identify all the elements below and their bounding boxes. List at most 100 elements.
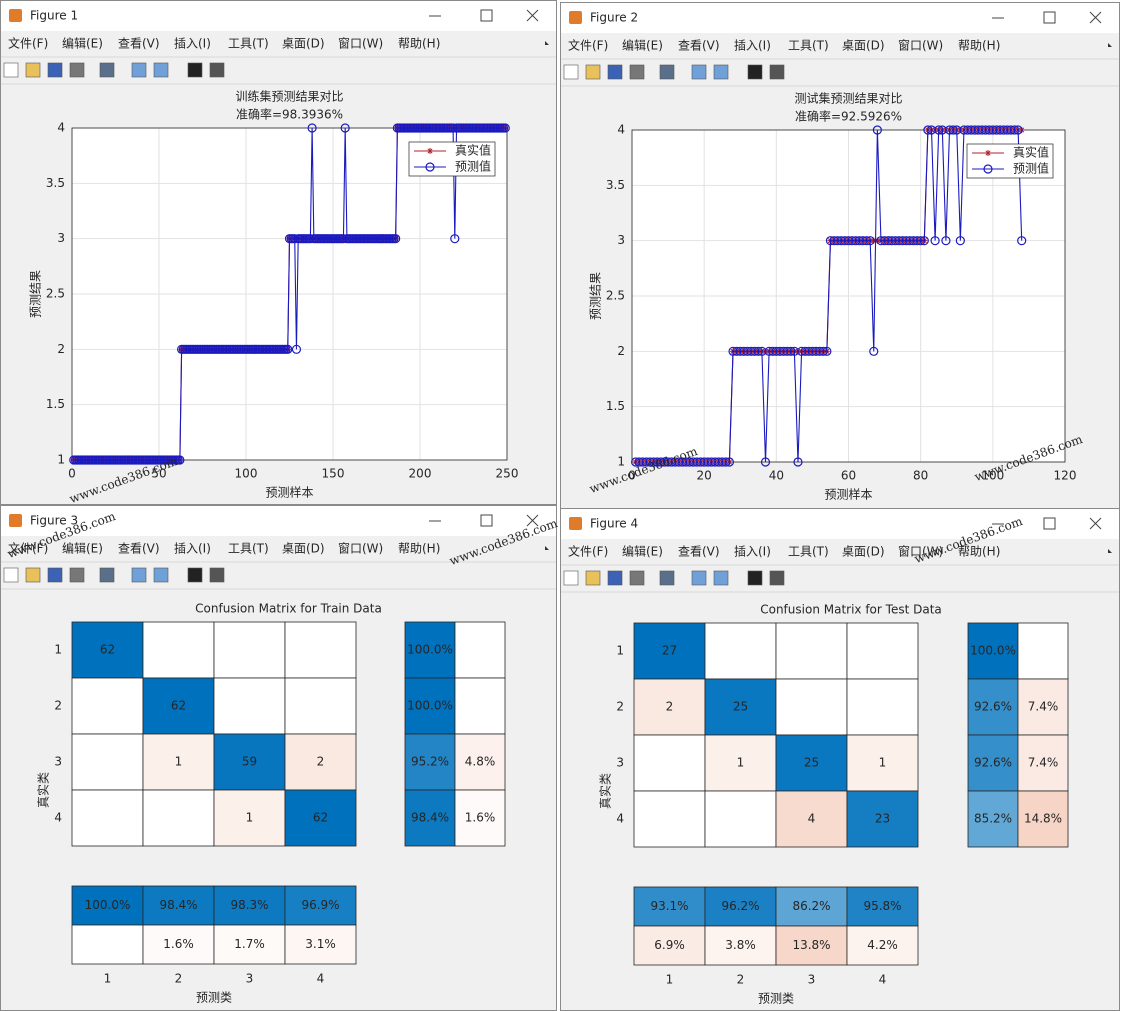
- toolbar-button[interactable]: [47, 567, 63, 583]
- toolbar-button[interactable]: [25, 567, 41, 583]
- toolbar-button[interactable]: [69, 567, 85, 583]
- close-button[interactable]: [1089, 517, 1102, 530]
- toolbar-button[interactable]: [69, 62, 85, 78]
- column-summary-cell-label: 6.9%: [654, 938, 685, 952]
- column-summary-cell-label: 95.8%: [863, 899, 901, 913]
- menu-item[interactable]: 编辑(E): [622, 38, 663, 53]
- toolbar-button[interactable]: [99, 567, 115, 583]
- menu-item[interactable]: 帮助(H): [398, 542, 440, 556]
- maximize-button[interactable]: [1043, 11, 1056, 24]
- toolbar-button[interactable]: [713, 64, 729, 80]
- data-point: [793, 457, 803, 467]
- maximize-button[interactable]: [1043, 517, 1056, 530]
- toolbar-button[interactable]: [99, 62, 115, 78]
- menu-item[interactable]: 帮助(H): [958, 39, 1000, 53]
- menu-item[interactable]: 工具(T): [228, 542, 269, 556]
- menu-item[interactable]: 编辑(E): [622, 544, 663, 559]
- data-point: [732, 346, 742, 356]
- chart-subtitle: 准确率=92.5926%: [795, 109, 902, 124]
- toolbar-button[interactable]: [691, 570, 707, 586]
- data-point: [753, 346, 763, 356]
- data-point: [944, 125, 955, 135]
- row-summary-cell: [454, 677, 506, 735]
- toolbar-button[interactable]: [691, 64, 707, 80]
- toolbar-button[interactable]: [3, 567, 19, 583]
- toolbar-button[interactable]: [187, 567, 203, 583]
- data-point: [908, 236, 919, 246]
- data-point: [941, 236, 951, 246]
- toolbar-button[interactable]: [747, 570, 763, 586]
- menu-item[interactable]: 工具(T): [788, 39, 829, 53]
- matrix-cell-label: 1: [175, 755, 183, 769]
- legend-label: 预测值: [1013, 161, 1049, 176]
- menu-item[interactable]: 插入(I): [734, 545, 771, 559]
- toolbar-button[interactable]: [713, 570, 729, 586]
- data-point: [851, 236, 861, 246]
- toolbar-button[interactable]: [607, 64, 623, 80]
- data-point: [695, 457, 706, 467]
- legend-label: 真实值: [1013, 145, 1049, 160]
- toolbar-button[interactable]: [209, 62, 225, 78]
- toolbar-button[interactable]: [25, 62, 41, 78]
- toolbar-button[interactable]: [747, 64, 763, 80]
- data-point: [905, 236, 915, 246]
- toolbar-button[interactable]: [3, 62, 19, 78]
- data-point: [926, 125, 937, 135]
- toolbar-button[interactable]: [659, 570, 675, 586]
- menu-item[interactable]: 帮助(H): [958, 545, 1000, 559]
- toolbar-button[interactable]: [769, 570, 785, 586]
- close-button[interactable]: [1089, 11, 1102, 24]
- menu-item[interactable]: 查看(V): [118, 37, 160, 51]
- toolbar-button[interactable]: [585, 64, 601, 80]
- menu-item[interactable]: 编辑(E): [62, 36, 103, 51]
- toolbar-button[interactable]: [607, 570, 623, 586]
- menu-item[interactable]: 查看(V): [678, 545, 720, 559]
- maximize-button[interactable]: [480, 9, 493, 22]
- close-button[interactable]: [526, 9, 539, 22]
- data-point: [934, 125, 944, 135]
- toolbar-button[interactable]: [131, 567, 147, 583]
- toolbar-button[interactable]: [47, 62, 63, 78]
- menu-item[interactable]: 窗口(W): [898, 39, 943, 53]
- menu-item[interactable]: 文件(F): [8, 36, 48, 51]
- menu-item[interactable]: 桌面(D): [842, 39, 885, 53]
- toolbar-button[interactable]: [629, 64, 645, 80]
- menu-item[interactable]: 桌面(D): [282, 37, 325, 51]
- toolbar-button[interactable]: [153, 62, 169, 78]
- toolbar-button[interactable]: [659, 64, 675, 80]
- toolbar-button[interactable]: [563, 570, 579, 586]
- toolbar-button[interactable]: [187, 62, 203, 78]
- data-point: [771, 346, 781, 356]
- menu-item[interactable]: 查看(V): [678, 39, 720, 53]
- close-button[interactable]: [526, 514, 539, 527]
- menu-item[interactable]: 文件(F): [568, 38, 608, 53]
- menu-item[interactable]: 帮助(H): [398, 37, 440, 51]
- menu-item[interactable]: 窗口(W): [898, 545, 943, 559]
- menu-item[interactable]: 工具(T): [228, 37, 269, 51]
- matrix-cell-label: 2: [666, 700, 674, 714]
- toolbar-button[interactable]: [131, 62, 147, 78]
- column-summary-cell: [284, 885, 357, 926]
- menu-item[interactable]: 插入(I): [174, 37, 211, 51]
- menu-item[interactable]: 文件(F): [8, 541, 48, 556]
- matrix-cell: [284, 789, 357, 847]
- maximize-button[interactable]: [480, 514, 493, 527]
- toolbar-button[interactable]: [153, 567, 169, 583]
- menu-item[interactable]: 文件(F): [568, 544, 608, 559]
- menu-item[interactable]: 工具(T): [788, 545, 829, 559]
- menu-item[interactable]: 查看(V): [118, 542, 160, 556]
- menu-item[interactable]: 插入(I): [174, 542, 211, 556]
- menu-item[interactable]: 编辑(E): [62, 541, 103, 556]
- toolbar-button[interactable]: [585, 570, 601, 586]
- menu-item[interactable]: 插入(I): [734, 39, 771, 53]
- toolbar-button[interactable]: [769, 64, 785, 80]
- menu-item[interactable]: 窗口(W): [338, 37, 383, 51]
- menu-item[interactable]: 桌面(D): [842, 545, 885, 559]
- menu-item[interactable]: 窗口(W): [338, 542, 383, 556]
- toolbar-button[interactable]: [563, 64, 579, 80]
- toolbar-button[interactable]: [629, 570, 645, 586]
- data-point: [930, 236, 940, 246]
- window-title: Figure 2: [590, 11, 638, 25]
- menu-item[interactable]: 桌面(D): [282, 542, 325, 556]
- toolbar-button[interactable]: [209, 567, 225, 583]
